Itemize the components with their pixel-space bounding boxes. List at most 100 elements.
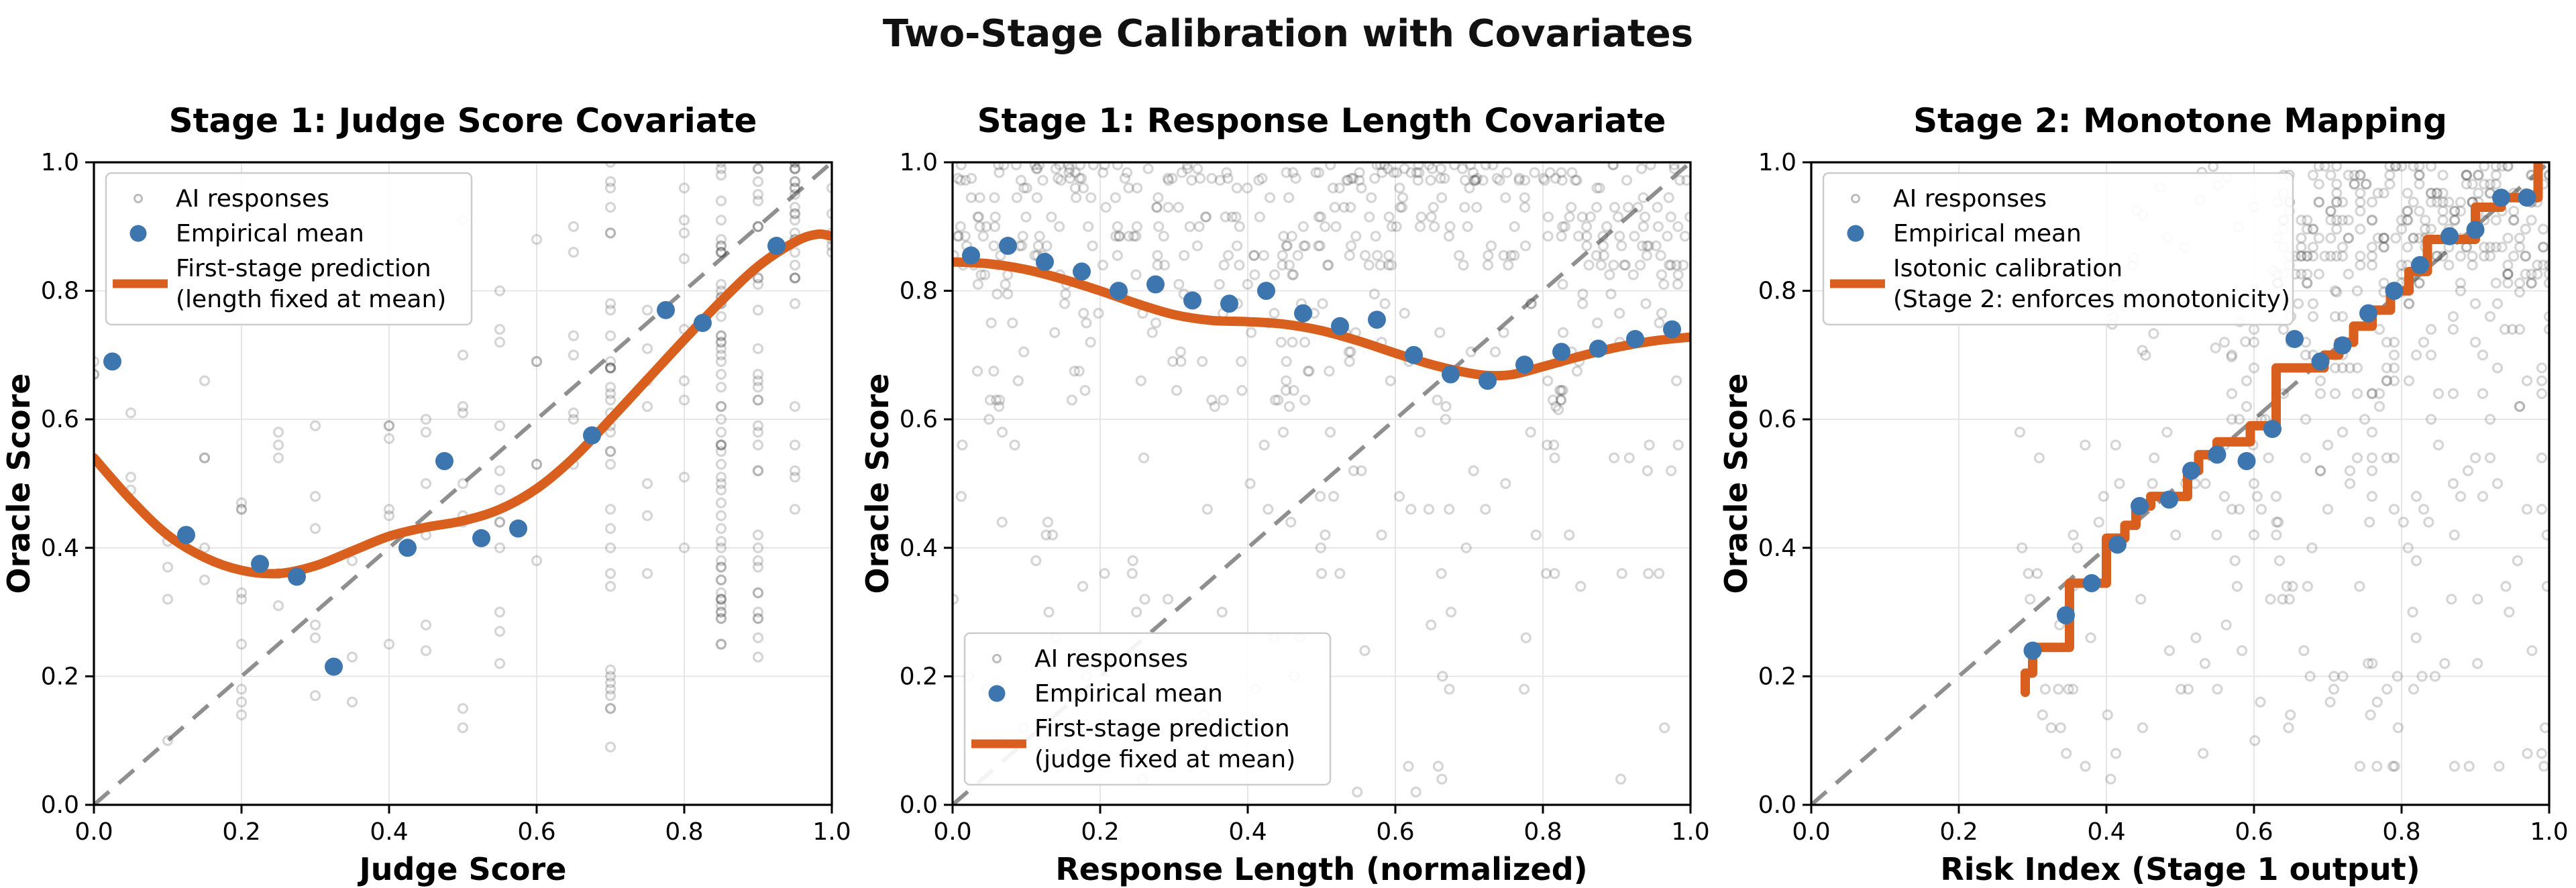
ai-response-point	[2302, 215, 2313, 226]
ai-response-point	[641, 400, 653, 412]
ai-response-point	[1206, 172, 1218, 184]
ai-response-point	[1020, 211, 1032, 223]
ai-response-point	[1429, 221, 1440, 232]
ai-response-point	[1218, 260, 1230, 271]
x-axis-label: Judge Score	[358, 851, 567, 887]
ai-response-point	[2477, 491, 2489, 502]
ai-response-point	[2328, 671, 2340, 682]
ai-response-point	[1462, 221, 1473, 232]
ai-response-point	[235, 683, 248, 695]
legend-dot-marker	[988, 685, 1006, 702]
ai-response-point	[2538, 223, 2549, 235]
ai-response-point	[715, 594, 727, 605]
x-tick-label: 0.4	[2087, 818, 2125, 846]
ai-response-point	[1081, 317, 1092, 329]
ai-response-point	[1638, 192, 1649, 203]
ai-response-point	[1644, 439, 1655, 451]
ai-response-point	[2378, 241, 2390, 253]
legend-box	[1822, 172, 2294, 326]
ai-response-point	[568, 414, 580, 425]
ai-response-point	[1464, 182, 1475, 194]
ai-response-point	[2220, 619, 2232, 630]
ai-response-point	[1128, 231, 1140, 242]
ai-response-point	[2418, 504, 2430, 515]
ai-response-point	[383, 420, 395, 431]
ai-response-point	[309, 420, 321, 431]
ai-response-point	[1413, 167, 1425, 178]
ai-response-point	[604, 542, 616, 553]
ai-response-point	[1437, 671, 1448, 682]
ai-response-point	[1054, 221, 1065, 232]
ai-response-point	[2355, 187, 2366, 199]
ai-response-point	[752, 375, 764, 386]
ai-response-point	[1009, 439, 1020, 451]
ai-response-point	[420, 619, 432, 630]
ai-response-point	[604, 355, 616, 368]
y-tick-label: 0.6	[1758, 406, 1796, 433]
ai-response-point	[494, 484, 506, 496]
ai-response-point	[1032, 163, 1043, 174]
ai-response-point	[2325, 205, 2337, 217]
ai-response-point	[715, 439, 727, 451]
ai-response-point	[1642, 465, 1653, 476]
ai-response-point	[604, 394, 616, 406]
ai-response-point	[2403, 298, 2415, 309]
ai-response-point	[2431, 187, 2443, 199]
ai-response-point	[1290, 172, 1301, 184]
ai-response-point	[1360, 249, 1371, 262]
ai-response-point	[1665, 260, 1676, 271]
ai-response-point	[1468, 174, 1480, 186]
ai-response-point	[1601, 221, 1613, 232]
ai-response-point	[2355, 223, 2366, 235]
ai-response-point	[715, 594, 727, 605]
ai-response-point	[752, 587, 764, 598]
ai-response-point	[1346, 172, 1357, 184]
ai-response-point	[1470, 174, 1481, 186]
ai-response-point	[2329, 362, 2341, 374]
ai-response-point	[993, 162, 1004, 170]
ai-response-point	[1641, 240, 1653, 252]
ai-response-point	[2329, 311, 2341, 323]
ai-response-point	[1456, 163, 1468, 174]
ai-response-point	[1581, 231, 1593, 242]
ai-response-point	[2161, 427, 2173, 438]
ai-response-point	[1372, 249, 1383, 262]
legend: AI responses Empirical mean First-stage pr…	[963, 632, 1332, 786]
ai-response-point	[1428, 201, 1439, 213]
ai-response-point	[1454, 249, 1465, 262]
ai-response-point	[2499, 323, 2511, 335]
ai-response-point	[1181, 162, 1193, 170]
ai-response-point	[494, 658, 506, 669]
x-tick-label: 0.4	[370, 818, 408, 846]
ai-response-point	[752, 369, 764, 380]
legend-label: Empirical mean	[1893, 220, 2082, 247]
ai-response-point	[1581, 240, 1593, 252]
ai-response-point	[2484, 414, 2496, 425]
ai-response-point	[2366, 452, 2378, 463]
ai-response-point	[789, 272, 801, 284]
ai-response-point	[1083, 221, 1094, 232]
ai-response-point	[1258, 439, 1270, 451]
ai-response-point	[1015, 174, 1027, 186]
ai-response-point	[752, 221, 764, 232]
ai-response-point	[1616, 568, 1627, 579]
ai-response-point	[1538, 172, 1549, 184]
ai-response-point	[715, 639, 727, 650]
ai-response-point	[2367, 658, 2378, 669]
ai-response-point	[1440, 414, 1451, 425]
ai-response-point	[531, 355, 543, 368]
ai-response-point	[2296, 268, 2307, 280]
ai-response-point	[1222, 172, 1234, 184]
ai-response-point	[494, 516, 506, 528]
y-axis-label: Oracle Score	[1, 374, 37, 594]
ai-response-point	[1288, 384, 1299, 396]
ai-response-point	[752, 343, 764, 354]
ai-response-point	[2469, 452, 2481, 463]
legend: AI responses Empirical mean First-stage pr…	[105, 172, 473, 326]
ai-response-point	[2361, 178, 2372, 190]
ai-response-point	[2283, 722, 2294, 734]
ai-response-point	[715, 330, 727, 341]
ai-response-point	[383, 510, 395, 522]
ai-response-point	[1065, 172, 1076, 184]
ai-response-point	[235, 639, 248, 650]
